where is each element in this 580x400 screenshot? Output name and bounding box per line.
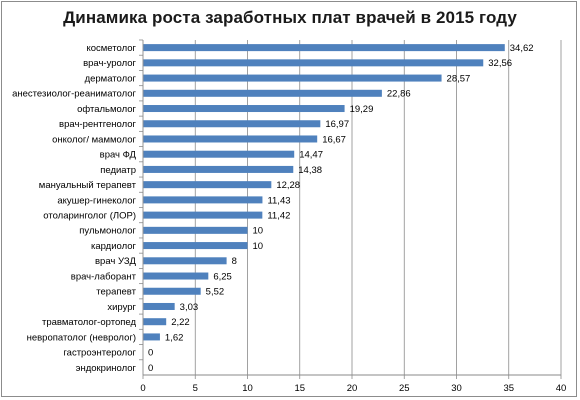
data-label: 0 [148, 348, 153, 359]
category-label: отоларинголог (ЛОР) [43, 211, 136, 222]
gridlines [194, 40, 562, 375]
category-label: анестезиолог-реаниматолог [12, 89, 136, 100]
bar [143, 242, 248, 250]
bar [143, 44, 505, 52]
labels: 0 5 10 15 20 25 30 35 40 косметолог 34,62 врач-урол… [12, 43, 566, 394]
data-label: 19,29 [350, 104, 374, 115]
category-label: дерматолог [85, 73, 137, 84]
category-label: мануальный терапевт [39, 180, 137, 191]
category-label: врач-лаборант [71, 271, 137, 282]
category-label: акушер-гинеколог [57, 195, 136, 206]
data-label: 6,25 [213, 271, 232, 282]
x-tick-label: 25 [399, 383, 410, 394]
bar [143, 105, 345, 113]
bar [143, 333, 160, 341]
data-label: 10 [253, 241, 264, 252]
data-label: 32,56 [488, 58, 512, 69]
bar [143, 211, 263, 219]
category-label: косметолог [86, 43, 136, 54]
bar [143, 257, 227, 265]
category-label: гастроэнтеролог [63, 348, 136, 359]
data-label: 28,57 [447, 73, 471, 84]
x-tick-label: 30 [451, 383, 462, 394]
bars [143, 44, 505, 341]
category-label: врач ФД [100, 150, 137, 161]
x-tick-label: 40 [556, 383, 567, 394]
data-label: 16,67 [322, 134, 346, 145]
bar [143, 74, 442, 82]
data-label: 12,28 [276, 180, 300, 191]
category-label: офтальмолог [77, 104, 136, 115]
chart-title: Динамика роста заработных плат врачей в … [63, 8, 517, 27]
bar [143, 272, 209, 280]
data-label: 8 [232, 256, 237, 267]
category-label: врач-рентгенолог [59, 119, 136, 130]
bar [143, 302, 175, 310]
category-label: невропатолог (невролог) [27, 332, 136, 343]
data-label: 1,62 [165, 332, 184, 343]
category-label: врач-уролог [83, 58, 136, 69]
x-tick-label: 0 [140, 383, 145, 394]
bar [143, 135, 318, 143]
x-tick-label: 35 [503, 383, 514, 394]
category-label: онколог/ маммолог [52, 134, 136, 145]
data-label: 11,42 [267, 211, 290, 222]
x-tick-label: 15 [294, 383, 305, 394]
bar [143, 318, 167, 326]
bar [143, 120, 321, 128]
bar [143, 165, 294, 173]
category-label: врач УЗД [95, 256, 137, 267]
data-label: 14,38 [298, 165, 322, 176]
category-label: терапевт [96, 287, 136, 298]
data-label: 11,43 [267, 195, 290, 206]
x-tick-label: 5 [193, 383, 198, 394]
data-label: 34,62 [510, 43, 534, 54]
category-label: травматолог-ортопед [42, 317, 136, 328]
data-label: 3,03 [180, 302, 199, 313]
x-tick-label: 20 [347, 383, 358, 394]
axes [139, 39, 562, 379]
data-label: 16,97 [325, 119, 349, 130]
bar [143, 150, 295, 158]
bar [143, 226, 248, 234]
category-label: эндокринолог [76, 363, 137, 374]
data-label: 22,86 [387, 89, 411, 100]
data-label: 5,52 [206, 287, 225, 298]
category-label: хирург [107, 302, 136, 313]
data-label: 2,22 [171, 317, 190, 328]
data-label: 10 [253, 226, 264, 237]
category-label: кардиолог [91, 241, 137, 252]
category-label: педиатр [100, 165, 136, 176]
data-label: 0 [148, 363, 153, 374]
data-label: 14,47 [299, 150, 323, 161]
bar [143, 287, 201, 295]
bar [143, 89, 382, 97]
category-label: пульмонолог [79, 226, 136, 237]
bar [143, 196, 263, 204]
bar [143, 181, 272, 189]
x-tick-label: 10 [242, 383, 253, 394]
bar [143, 59, 484, 67]
